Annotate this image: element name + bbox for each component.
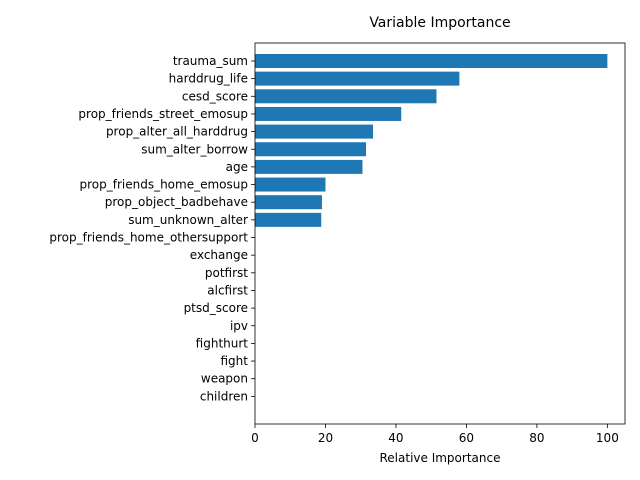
bar-prop_alter_all_harddrug bbox=[255, 124, 374, 139]
y-tick-label: ptsd_score bbox=[184, 301, 248, 315]
y-tick-label: prop_friends_home_othersupport bbox=[49, 231, 248, 245]
bar-trauma_sum bbox=[255, 54, 608, 68]
y-tick-label: alcfirst bbox=[207, 283, 248, 297]
x-tick-label: 80 bbox=[529, 431, 544, 445]
bar-harddrug_life bbox=[255, 71, 460, 86]
y-tick-label: fighthurt bbox=[196, 336, 249, 350]
bar-sum_unknown_alter bbox=[255, 212, 322, 227]
chart-title: Variable Importance bbox=[369, 15, 510, 31]
x-tick-label: 40 bbox=[388, 431, 403, 445]
y-tick-label: potfirst bbox=[205, 266, 248, 280]
y-tick-label: weapon bbox=[201, 372, 248, 386]
y-tick-label: age bbox=[226, 160, 248, 174]
y-tick-label: prop_alter_all_harddrug bbox=[106, 125, 248, 139]
y-tick-label: harddrug_life bbox=[169, 72, 248, 86]
plot-frame bbox=[254, 42, 626, 425]
bar-prop_friends_street_emosup bbox=[255, 106, 402, 121]
y-tick-label: prop_friends_street_emosup bbox=[78, 107, 248, 121]
y-tick-label: prop_friends_home_emosup bbox=[79, 178, 248, 192]
y-tick-label: exchange bbox=[190, 248, 248, 262]
bar-age bbox=[255, 159, 363, 174]
y-tick-label: trauma_sum bbox=[173, 54, 248, 68]
x-tick-label: 20 bbox=[318, 431, 333, 445]
x-tick-label: 60 bbox=[459, 431, 474, 445]
bar-sum_alter_borrow bbox=[255, 142, 366, 157]
axes: trauma_sum harddrug_life cesd_score prop_fr… bbox=[49, 42, 626, 445]
x-tick-label: 100 bbox=[596, 431, 619, 445]
bar-prop_object_badbehave bbox=[255, 195, 322, 210]
bar-prop_friends_home_emosup bbox=[255, 177, 326, 192]
y-tick-label: cesd_score bbox=[182, 89, 248, 103]
y-tick-label: sum_unknown_alter bbox=[128, 213, 248, 227]
x-tick-label: 0 bbox=[251, 431, 259, 445]
y-tick-label: prop_object_badbehave bbox=[105, 195, 248, 209]
bars-layer bbox=[255, 54, 608, 227]
y-tick-label: fight bbox=[221, 354, 249, 368]
y-tick-label: children bbox=[200, 389, 248, 403]
bar-cesd_score bbox=[255, 89, 437, 104]
y-tick-label: ipv bbox=[230, 319, 248, 333]
x-axis-label: Relative Importance bbox=[380, 451, 501, 465]
y-tick-label: sum_alter_borrow bbox=[141, 142, 248, 156]
